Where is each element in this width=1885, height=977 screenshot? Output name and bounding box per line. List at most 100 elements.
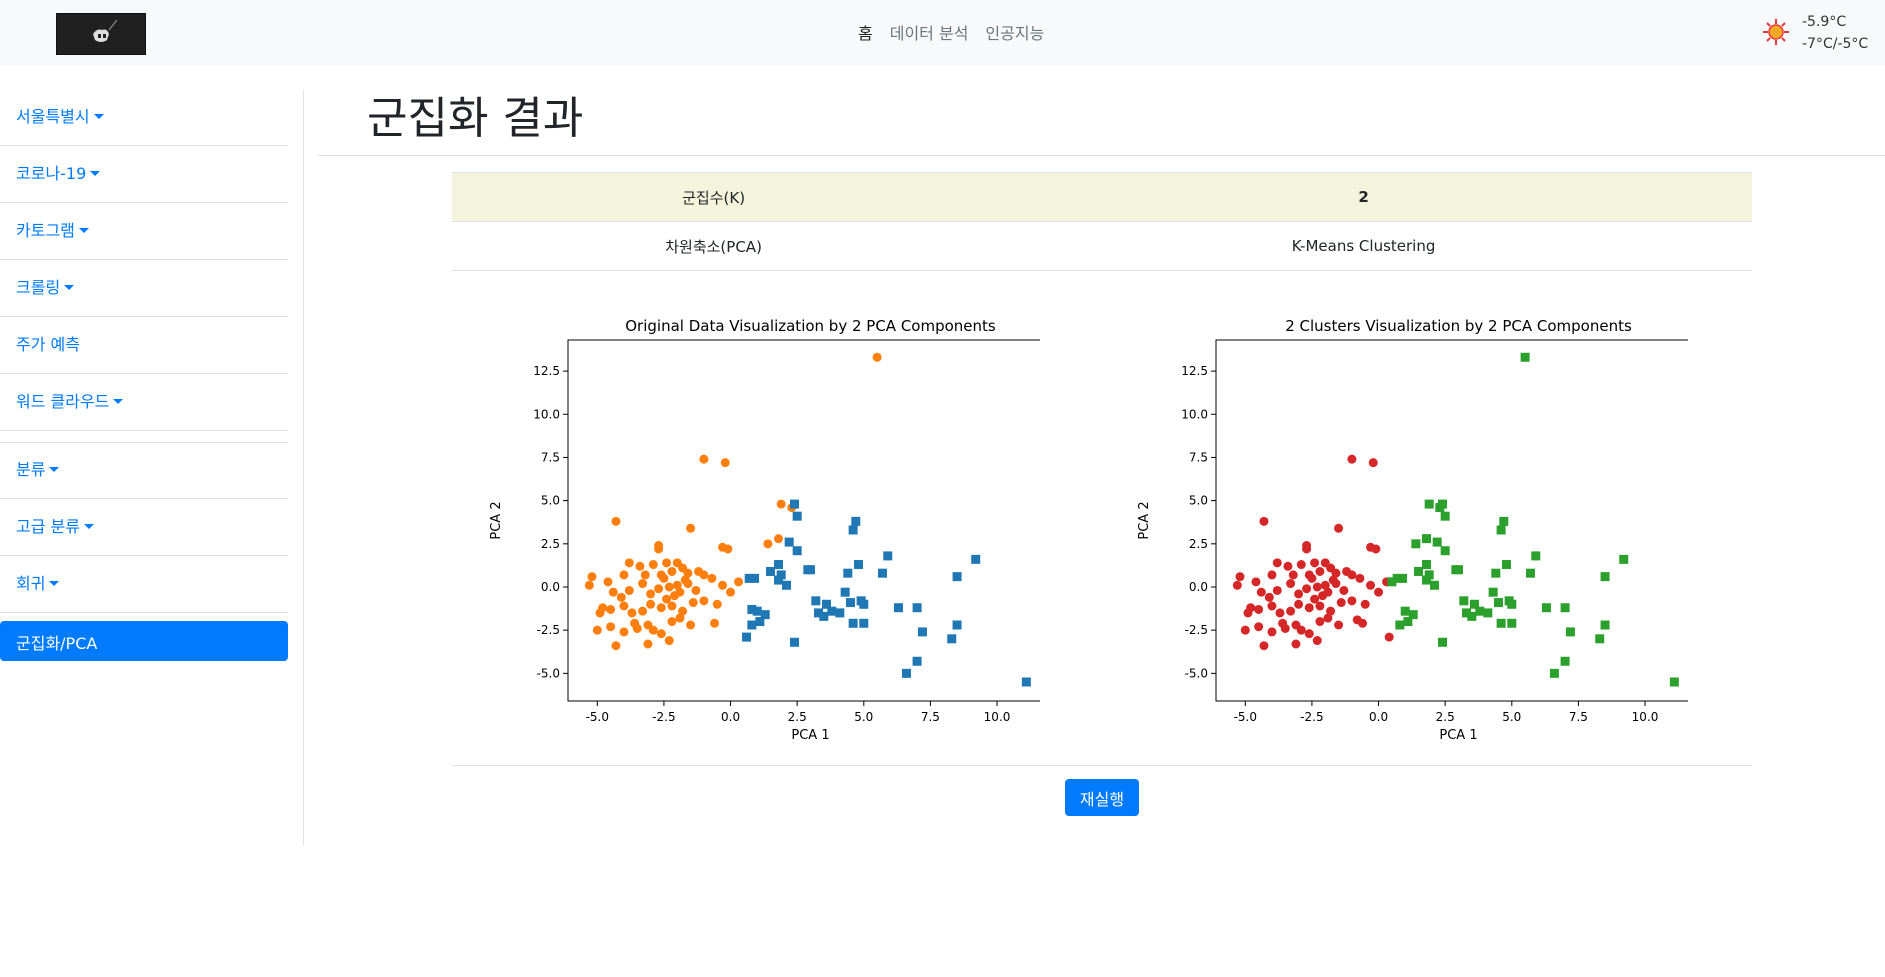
y-tick-label: 0.0 [1189,580,1208,594]
data-point [1469,599,1479,609]
data-point [707,573,717,583]
data-point [1619,554,1629,564]
sidebar-item-clustering-pca[interactable]: 군집화/PCA [0,621,288,661]
x-tick-label: 2.5 [1436,710,1455,724]
data-point [1669,677,1679,687]
sidebar-item-label: 코로나-19 [16,164,87,183]
data-point [1408,610,1418,620]
data-point [584,580,594,590]
data-point [624,585,634,595]
data-point [630,618,640,628]
data-point [1254,604,1264,614]
data-point [1360,599,1370,609]
data-point [611,516,621,526]
data-point [1600,572,1610,582]
sidebar-item-regression[interactable]: 회귀 [0,557,288,613]
data-point [947,634,957,644]
chart-title: 2 Clusters Visualization by 2 PCA Compon… [1285,317,1632,335]
data-point [744,573,754,583]
data-point [1491,568,1501,578]
data-point [1403,617,1413,627]
nav-home[interactable]: 홈 [858,24,873,43]
data-point [853,560,863,570]
data-point [723,544,733,554]
sidebar-item-seoul[interactable]: 서울특별시 [0,90,288,146]
nav-data-analysis[interactable]: 데이터 분석 [889,24,969,43]
data-point [667,601,677,611]
data-point [901,668,911,678]
x-tick-label: 5.0 [854,710,873,724]
data-point [675,613,685,623]
data-point [1296,625,1306,635]
data-point [606,622,616,632]
data-point [1323,587,1333,597]
data-point [1243,608,1253,618]
data-point [638,579,648,589]
data-point [654,584,664,594]
sidebar-item-stock-prediction[interactable]: 주가 예측 [0,318,288,374]
data-point [712,599,722,609]
data-point [1334,620,1344,630]
data-point [680,575,690,585]
data-point [1422,534,1432,544]
data-point [1272,585,1282,595]
y-tick-label: -5.0 [1185,666,1208,680]
data-point [1296,560,1306,570]
sidebar-item-advanced-classification[interactable]: 고급 분류 [0,500,288,556]
data-point [587,572,597,582]
original-data-chart: Original Data Visualization by 2 PCA Com… [489,317,1040,743]
nav-ai[interactable]: 인공지능 [985,24,1045,43]
data-point [1400,606,1410,616]
sidebar-item-cartogram[interactable]: 카토그램 [0,204,288,260]
data-point [1240,625,1250,635]
data-point [1320,580,1330,590]
y-tick-label: -2.5 [1185,623,1208,637]
sidebar-item-word-cloud[interactable]: 워드 클라우드 [0,375,288,431]
data-point [1310,594,1320,604]
y-tick-label: 12.5 [533,364,560,378]
caret-down-icon [49,467,60,472]
sidebar-divider [0,442,288,443]
data-point [1432,537,1442,547]
data-point [971,554,981,564]
data-point [664,636,674,646]
y-tick-label: -2.5 [537,623,560,637]
caret-down-icon [113,399,124,404]
x-tick-label: -5.0 [586,710,609,724]
sidebar-item-classification[interactable]: 분류 [0,443,288,499]
data-point [694,566,704,576]
nav-links: 홈 데이터 분석 인공지능 [858,20,1044,44]
current-temperature: -5.9°C [1802,14,1847,30]
data-point [1310,558,1320,568]
y-tick-label: 7.5 [541,450,560,464]
data-point [654,541,664,551]
sidebar-item-crawling[interactable]: 크롤링 [0,261,288,317]
x-tick-label: 0.0 [1369,710,1388,724]
sidebar-item-covid19[interactable]: 코로나-19 [0,147,288,203]
data-point [635,561,645,571]
data-point [859,618,869,628]
data-point [813,608,823,618]
data-point [1267,601,1277,611]
data-point [1422,560,1432,570]
logo[interactable] [56,13,146,55]
y-tick-label: 5.0 [541,494,560,508]
data-point [1438,637,1448,647]
data-point [1315,566,1325,576]
data-point [811,596,821,606]
result-table: 군집수(K) 2 차원축소(PCA) K-Means Clustering [452,172,1752,271]
x-tick-label: 10.0 [1632,710,1659,724]
y-tick-label: 12.5 [1181,364,1208,378]
data-point [688,598,698,608]
data-point [1430,580,1440,590]
data-point [624,558,634,568]
data-point [1531,551,1541,561]
data-point [851,516,861,526]
y-tick-label: 10.0 [533,407,560,421]
data-point [1315,617,1325,627]
data-point [699,454,709,464]
data-point [1267,627,1277,637]
x-tick-label: -2.5 [1300,710,1323,724]
rerun-button[interactable]: 재실행 [1065,779,1139,816]
data-point [872,352,882,362]
